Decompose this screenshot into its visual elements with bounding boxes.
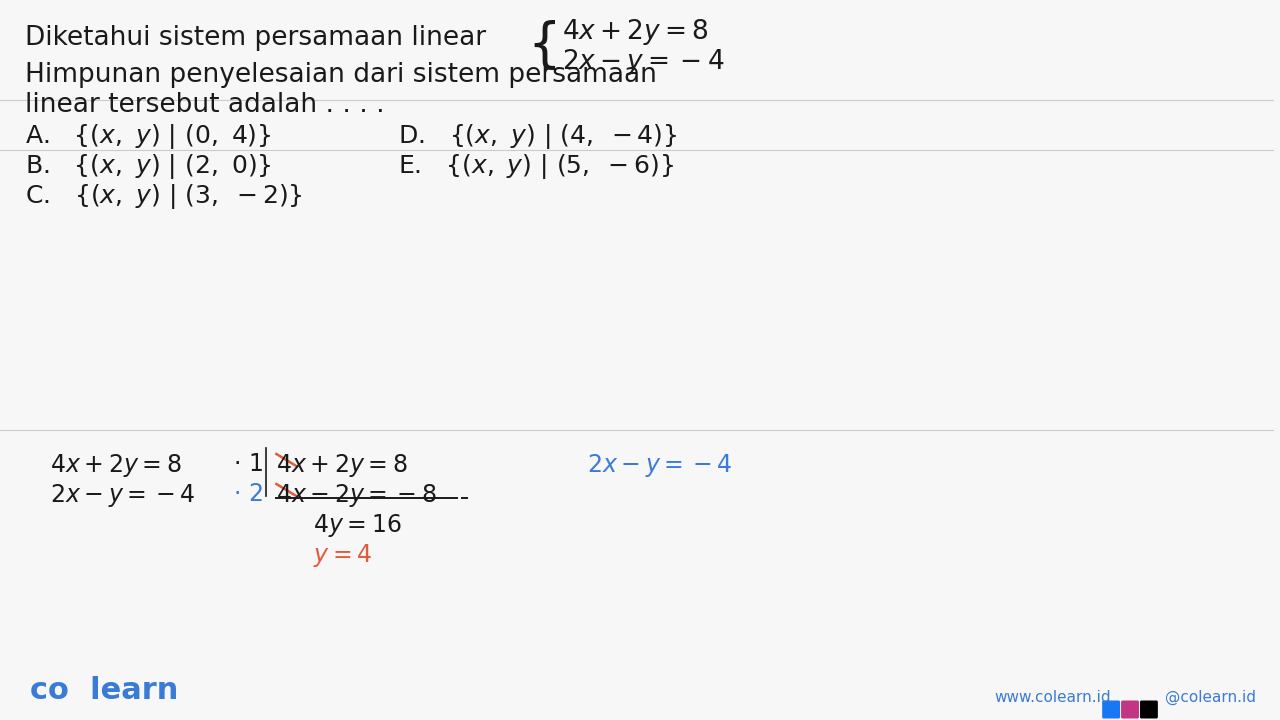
Text: Diketahui sistem persamaan linear: Diketahui sistem persamaan linear [24, 25, 486, 51]
Text: $4y = 16$: $4y = 16$ [314, 512, 402, 539]
Text: $\cdot\ 1$: $\cdot\ 1$ [233, 452, 262, 476]
Text: E.   $\{(x,\ y)\ |\ (5,\ -6)\}$: E. $\{(x,\ y)\ |\ (5,\ -6)\}$ [398, 152, 673, 181]
Text: co  learn: co learn [29, 676, 178, 705]
FancyBboxPatch shape [1140, 701, 1158, 719]
Text: $4x - 2y = -8$: $4x - 2y = -8$ [276, 482, 436, 509]
Text: $2x - y = -4$: $2x - y = -4$ [586, 452, 732, 479]
Text: B.   $\{(x,\ y)\ |\ (2,\ 0)\}$: B. $\{(x,\ y)\ |\ (2,\ 0)\}$ [24, 152, 271, 181]
Text: $2x - y = -4$: $2x - y = -4$ [562, 47, 724, 77]
Text: $2x - y = -4$: $2x - y = -4$ [50, 482, 196, 509]
Text: Himpunan penyelesaian dari sistem persamaan: Himpunan penyelesaian dari sistem persam… [24, 62, 657, 88]
Text: @colearn.id: @colearn.id [1165, 690, 1256, 705]
Text: $\{$: $\{$ [527, 18, 556, 72]
Text: $y = 4$: $y = 4$ [314, 542, 372, 569]
Text: D.   $\{(x,\ y)\ |\ (4,\ -4)\}$: D. $\{(x,\ y)\ |\ (4,\ -4)\}$ [398, 122, 677, 151]
Text: A.   $\{(x,\ y)\ |\ (0,\ 4)\}$: A. $\{(x,\ y)\ |\ (0,\ 4)\}$ [24, 122, 271, 151]
FancyBboxPatch shape [1102, 701, 1120, 719]
FancyBboxPatch shape [1121, 701, 1139, 719]
Text: www.colearn.id: www.colearn.id [995, 690, 1111, 705]
Text: $4x + 2y = 8$: $4x + 2y = 8$ [276, 452, 408, 479]
Text: $4x + 2y = 8$: $4x + 2y = 8$ [562, 17, 708, 47]
Text: $4x + 2y = 8$: $4x + 2y = 8$ [50, 452, 182, 479]
Text: $\cdot\ 2$: $\cdot\ 2$ [233, 482, 262, 506]
Text: linear tersebut adalah . . . .: linear tersebut adalah . . . . [24, 92, 384, 118]
Text: C.   $\{(x,\ y)\ |\ (3,\ -2)\}$: C. $\{(x,\ y)\ |\ (3,\ -2)\}$ [24, 182, 302, 211]
